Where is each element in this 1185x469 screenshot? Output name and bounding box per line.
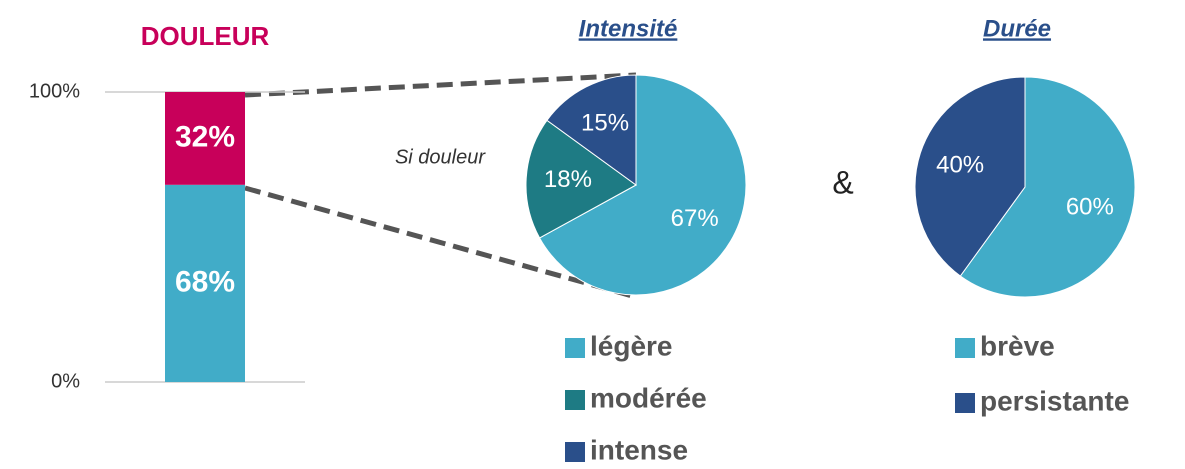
data-label: 15%: [581, 110, 629, 137]
chart-title: Durée: [983, 15, 1051, 42]
legend-label: modérée: [590, 382, 707, 413]
y-tick-label: 100%: [29, 80, 80, 102]
legend-label: intense: [590, 434, 688, 465]
zoom-line: [244, 185, 637, 300]
data-label: 68%: [175, 265, 235, 298]
legend-label: légère: [590, 330, 673, 361]
zoom-line: [244, 72, 637, 98]
bar-segment: [165, 184, 245, 382]
data-label: 60%: [1066, 193, 1114, 220]
legend-label: persistante: [980, 385, 1129, 416]
legend-swatch: [955, 393, 975, 413]
data-label: 18%: [544, 166, 592, 193]
chart-title: Intensité: [579, 15, 678, 42]
legend-swatch: [565, 442, 585, 462]
legend-swatch: [955, 338, 975, 358]
legend-swatch: [565, 338, 585, 358]
annotation: Si douleur: [395, 146, 486, 168]
pie-slice: [959, 76, 1136, 298]
data-label: 40%: [936, 151, 984, 178]
chart-title: DOULEUR: [141, 21, 270, 51]
y-tick-label: 0%: [51, 370, 80, 392]
pie-slice: [525, 119, 637, 239]
data-label: 67%: [671, 205, 719, 232]
data-label: 32%: [175, 120, 235, 153]
bar-segment: [165, 92, 245, 185]
annotation: &: [832, 164, 853, 200]
pie-slice: [546, 74, 637, 186]
legend-swatch: [565, 390, 585, 410]
legend-label: brève: [980, 330, 1055, 361]
pie-slice: [914, 76, 1026, 277]
pie-slice: [538, 74, 747, 296]
